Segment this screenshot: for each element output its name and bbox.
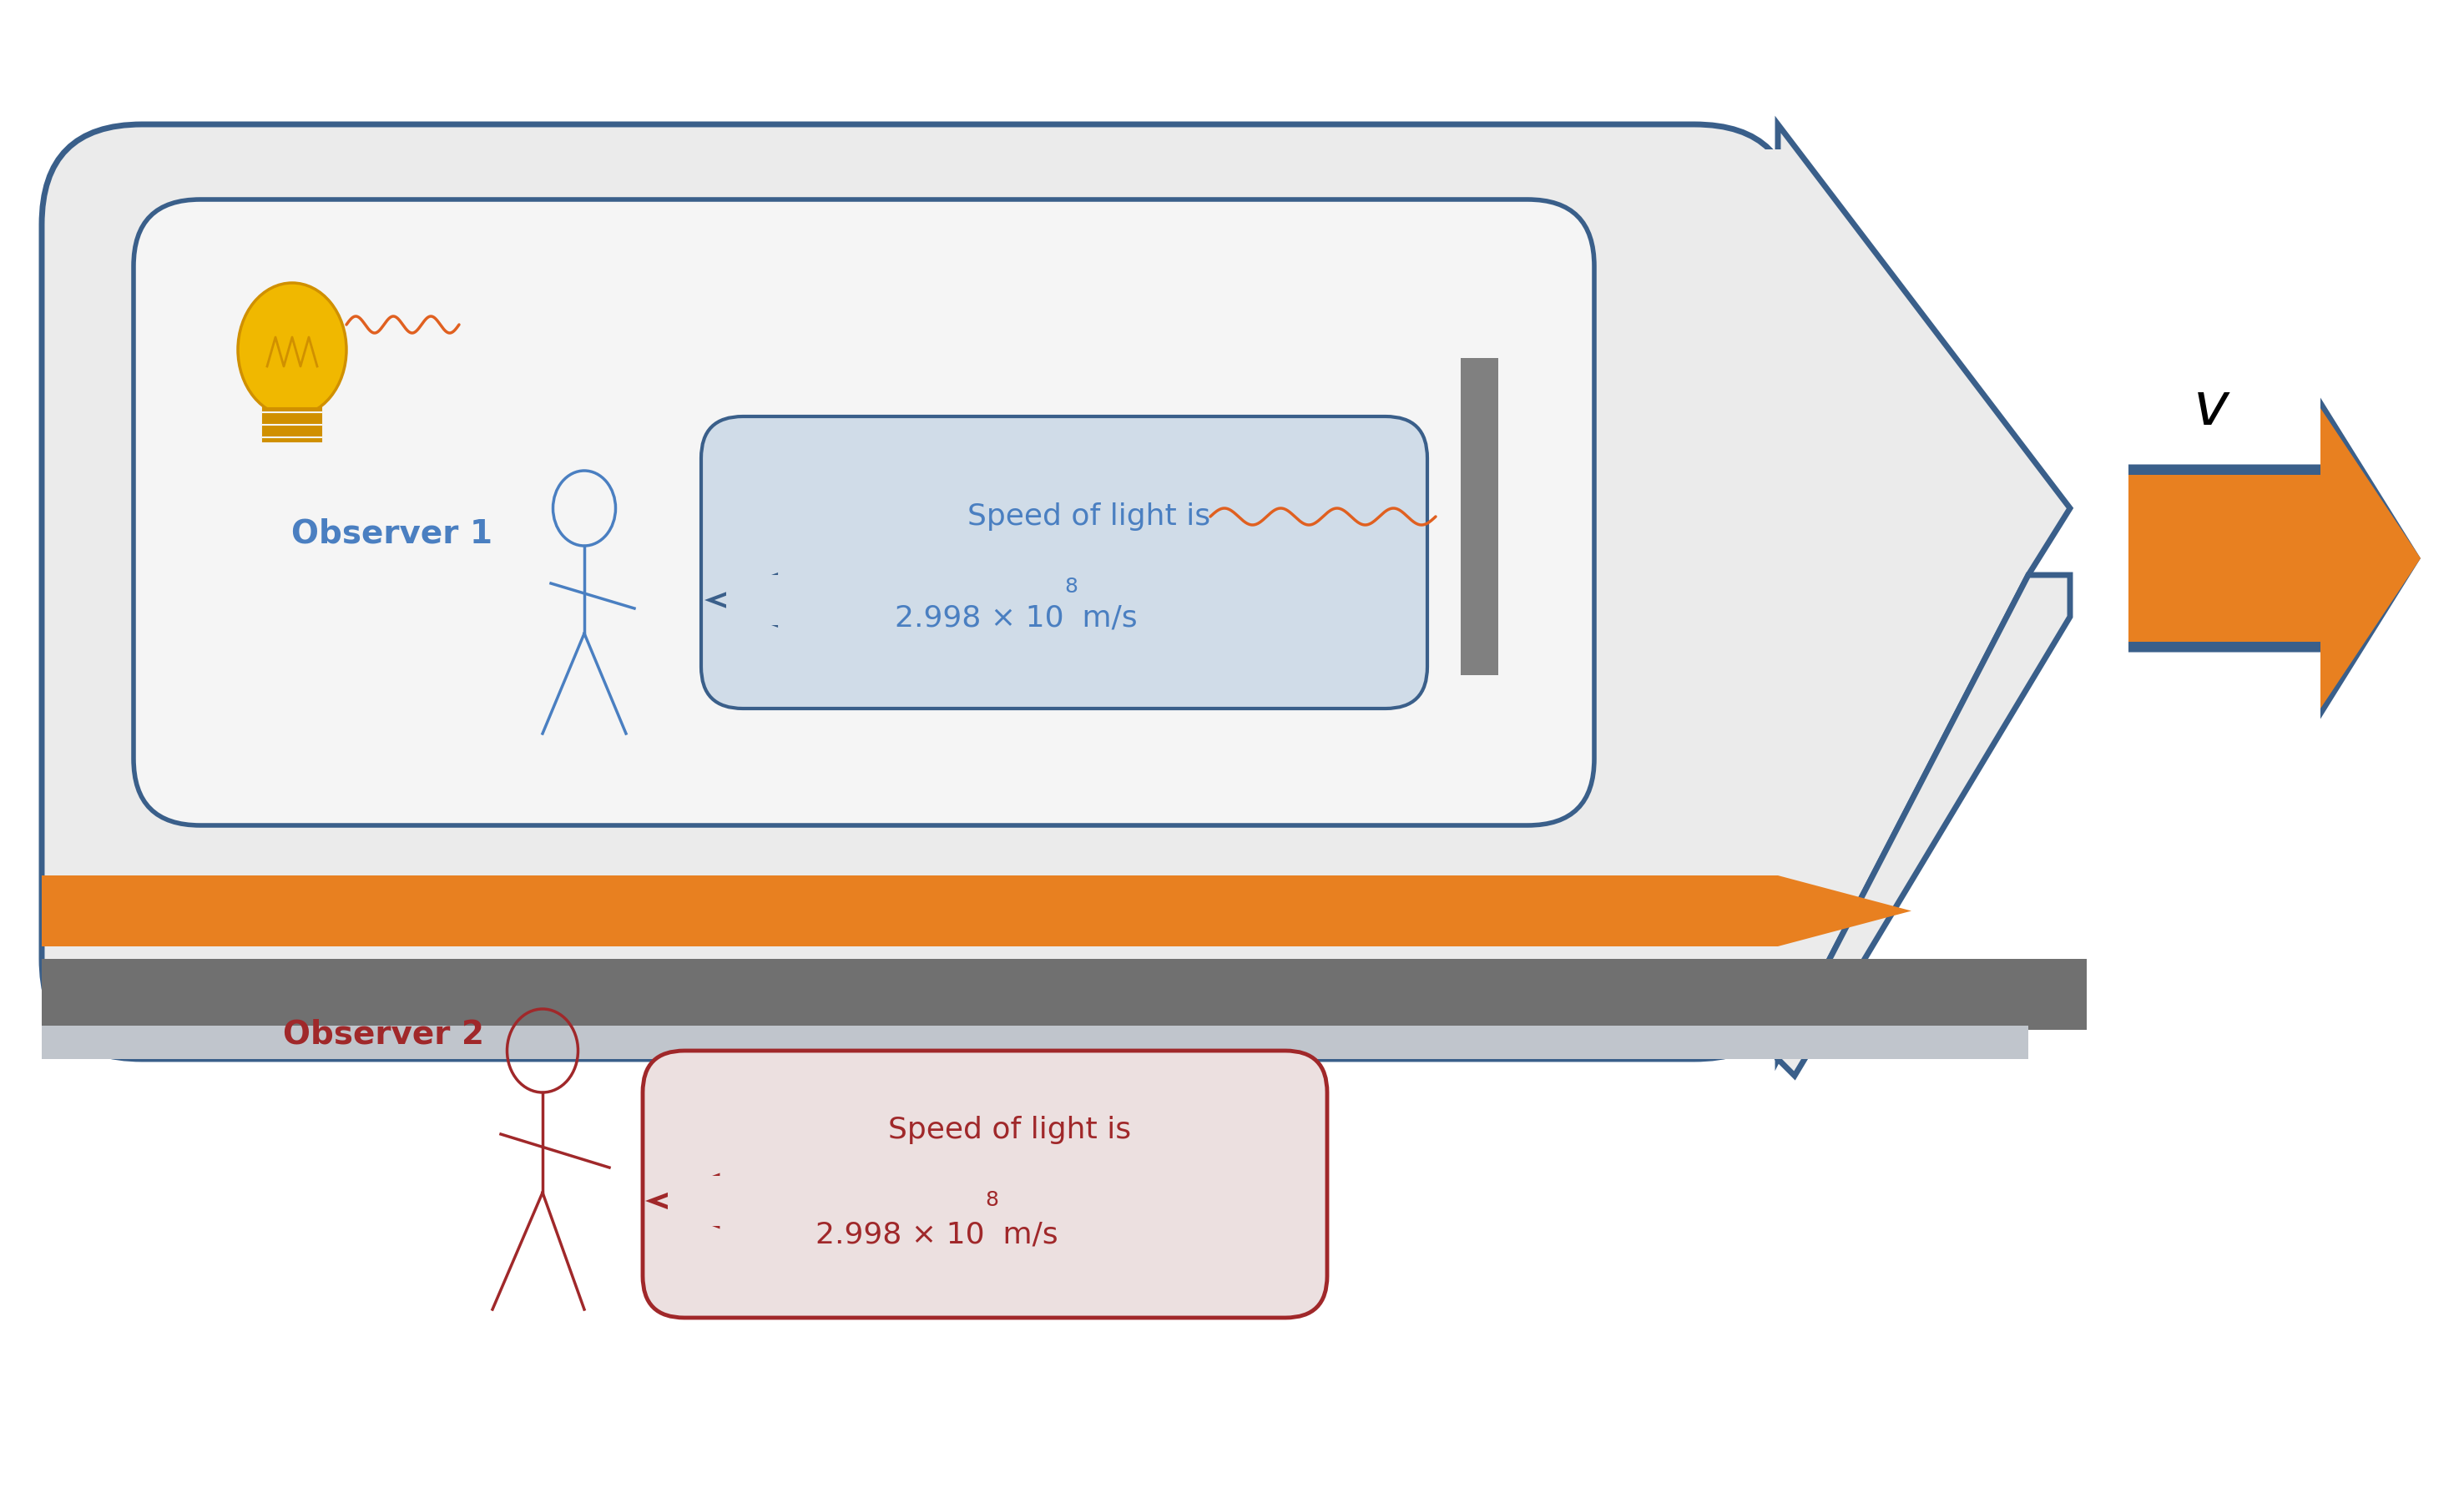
Text: Speed of light is: Speed of light is bbox=[968, 502, 1210, 530]
Text: 2.998 × 10: 2.998 × 10 bbox=[816, 1220, 986, 1248]
Polygon shape bbox=[1779, 575, 2070, 1076]
FancyBboxPatch shape bbox=[42, 125, 1794, 1059]
FancyBboxPatch shape bbox=[643, 1051, 1328, 1318]
Text: Observer 1: Observer 1 bbox=[291, 518, 493, 549]
Text: m/s: m/s bbox=[993, 1220, 1057, 1248]
Text: 8: 8 bbox=[986, 1190, 998, 1209]
Text: Speed of light is: Speed of light is bbox=[890, 1115, 1131, 1144]
FancyArrow shape bbox=[2129, 409, 2420, 709]
Polygon shape bbox=[42, 876, 1912, 947]
FancyBboxPatch shape bbox=[42, 1026, 2028, 1059]
FancyBboxPatch shape bbox=[42, 959, 2087, 1030]
FancyBboxPatch shape bbox=[1737, 151, 1786, 1035]
Polygon shape bbox=[1779, 125, 2070, 1059]
FancyBboxPatch shape bbox=[1461, 358, 1498, 676]
Text: Observer 2: Observer 2 bbox=[283, 1018, 483, 1050]
Polygon shape bbox=[650, 1176, 717, 1226]
Text: $\mathit{v}$: $\mathit{v}$ bbox=[2193, 379, 2230, 437]
Ellipse shape bbox=[239, 284, 347, 417]
FancyArrow shape bbox=[2129, 399, 2420, 720]
FancyBboxPatch shape bbox=[133, 200, 1594, 826]
Text: m/s: m/s bbox=[1072, 603, 1138, 632]
FancyBboxPatch shape bbox=[702, 417, 1427, 709]
Polygon shape bbox=[727, 575, 784, 626]
Polygon shape bbox=[264, 409, 320, 442]
Polygon shape bbox=[668, 1176, 727, 1226]
Polygon shape bbox=[710, 575, 776, 626]
Text: 8: 8 bbox=[1064, 576, 1077, 596]
Text: 2.998 × 10: 2.998 × 10 bbox=[894, 603, 1064, 632]
